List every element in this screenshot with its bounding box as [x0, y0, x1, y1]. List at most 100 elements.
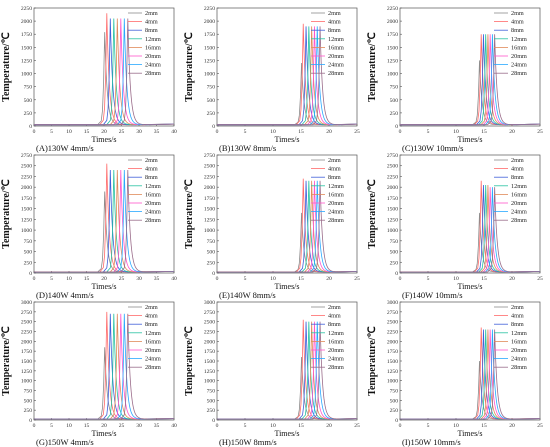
x-tick-label: 20: [326, 276, 332, 282]
y-tick-label: 1500: [204, 359, 215, 365]
x-tick-label: 5: [427, 276, 430, 282]
y-tick-label: 0: [212, 271, 215, 277]
y-tick-label: 1250: [387, 217, 398, 223]
chart-panel: 0 250 500 750 1000 1250 1500 1750 2000 2250 2500 27…: [183, 294, 366, 447]
y-tick-label: 750: [24, 239, 33, 245]
y-tick-label: 1000: [21, 228, 32, 234]
y-tick-label: 1500: [204, 207, 215, 213]
y-tick-label: 2250: [21, 330, 32, 336]
y-tick-label: 1750: [21, 349, 32, 355]
x-tick-label: 30: [136, 276, 142, 282]
legend-label: 20mm: [328, 347, 344, 354]
legend-label: 4mm: [145, 166, 158, 173]
y-tick-label: 750: [390, 389, 399, 395]
legend-label: 24mm: [145, 356, 161, 363]
x-tick-label: 5: [50, 423, 53, 429]
x-tick-label: 20: [101, 276, 107, 282]
y-tick-label: 2750: [387, 153, 398, 159]
y-tick-label: 1500: [387, 359, 398, 365]
legend-label: 8mm: [511, 27, 524, 34]
legend-label: 4mm: [328, 313, 341, 320]
legend-label: 16mm: [511, 338, 527, 345]
y-axis-label: Temperature/℃: [184, 32, 195, 102]
legend-label: 8mm: [511, 321, 524, 328]
y-tick-label: 1000: [387, 379, 398, 385]
plot-frame: [216, 7, 358, 127]
y-tick-label: 2250: [21, 174, 32, 180]
y-tick-label: 2000: [21, 339, 32, 345]
chart-svg: 0250500750100012501500175020002250250027…: [1, 153, 177, 291]
chart-svg: 0250500750100012501500175020002250250027…: [184, 153, 360, 291]
y-tick-label: 1250: [387, 58, 398, 64]
y-tick-label: 500: [207, 250, 216, 256]
x-tick-label: 5: [244, 423, 247, 429]
y-tick-label: 1750: [204, 349, 215, 355]
legend-label: 12mm: [511, 330, 527, 337]
x-tick-label: 20: [326, 129, 332, 135]
y-tick-label: 1000: [387, 228, 398, 234]
y-tick-label: 2500: [204, 164, 215, 170]
y-tick-label: 1250: [21, 369, 32, 375]
y-tick-label: 2250: [204, 174, 215, 180]
y-tick-label: 750: [207, 389, 216, 395]
y-tick-label: 2000: [387, 19, 398, 25]
panel-caption: (I)150W 10mm/s: [402, 437, 461, 447]
chart-svg: 0250500750100012501500175020002250250027…: [367, 300, 543, 438]
y-tick-label: 1250: [204, 369, 215, 375]
y-tick-label: 0: [29, 124, 32, 130]
panel-caption: (G)150W 4mm/s: [36, 437, 94, 447]
y-tick-label: 2500: [21, 164, 32, 170]
x-axis-label: Times/s: [274, 429, 299, 438]
legend-label: 16mm: [511, 191, 527, 198]
legend-label: 16mm: [328, 44, 344, 51]
legend-label: 12mm: [511, 183, 527, 190]
x-tick-label: 0: [216, 129, 219, 135]
x-tick-label: 15: [298, 423, 304, 429]
y-tick-label: 500: [207, 398, 216, 404]
x-axis-label: Times/s: [457, 135, 482, 144]
y-tick-label: 1750: [387, 349, 398, 355]
y-tick-label: 2000: [204, 19, 215, 25]
y-axis-label: Temperature/℃: [367, 326, 378, 396]
x-tick-label: 25: [119, 129, 125, 135]
legend-label: 16mm: [145, 44, 161, 51]
y-tick-label: 2000: [21, 19, 32, 25]
x-tick-label: 15: [84, 276, 90, 282]
x-tick-label: 35: [154, 276, 160, 282]
legend-label: 12mm: [145, 36, 161, 43]
x-axis-label: Times/s: [274, 282, 299, 291]
y-tick-label: 750: [390, 85, 399, 91]
x-tick-label: 10: [66, 423, 72, 429]
y-tick-label: 2750: [21, 153, 32, 159]
legend-label: 4mm: [145, 19, 158, 26]
x-tick-label: 20: [509, 423, 515, 429]
chart-svg: 0250500750100012501500175020002250250027…: [1, 300, 177, 438]
x-axis-label: Times/s: [91, 429, 116, 438]
series-line-28mm: [400, 329, 541, 420]
x-tick-label: 0: [216, 276, 219, 282]
legend-label: 24mm: [511, 62, 527, 69]
legend-label: 16mm: [328, 338, 344, 345]
chart-panel: 0 250 500 750 1000 1250 1500 1750 2000 2250 0 5 10 15…: [183, 0, 366, 153]
panel-caption: (H)150W 8mm/s: [219, 437, 277, 447]
y-tick-label: 1750: [387, 196, 398, 202]
series-line-28mm: [400, 187, 541, 273]
y-axis-label: Temperature/℃: [1, 32, 12, 102]
y-tick-label: 1750: [204, 32, 215, 38]
x-tick-label: 0: [399, 423, 402, 429]
series-line-28mm: [400, 34, 541, 126]
legend-label: 24mm: [145, 209, 161, 216]
y-tick-label: 1000: [21, 72, 32, 78]
x-tick-label: 5: [244, 276, 247, 282]
legend-label: 12mm: [328, 330, 344, 337]
legend-label: 28mm: [511, 364, 527, 371]
chart-panel: 0 250 500 750 1000 1250 1500 1750 2000 2250 2500 27…: [183, 147, 366, 300]
y-tick-label: 1500: [21, 207, 32, 213]
y-tick-label: 250: [390, 111, 399, 117]
y-tick-label: 0: [29, 418, 32, 424]
legend-label: 4mm: [328, 19, 341, 26]
panel-caption: (C)130W 10mm/s: [402, 143, 464, 153]
legend-label: 2mm: [328, 10, 341, 17]
y-axis-label: Temperature/℃: [184, 179, 195, 249]
